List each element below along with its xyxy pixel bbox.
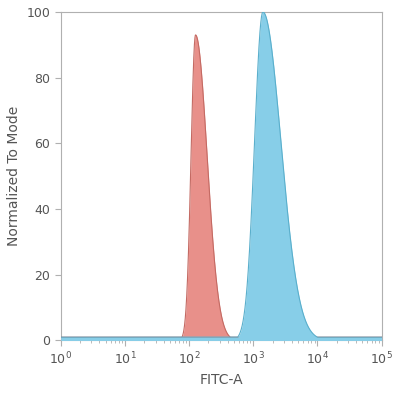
X-axis label: FITC-A: FITC-A (199, 373, 243, 387)
Y-axis label: Normalized To Mode: Normalized To Mode (7, 106, 21, 246)
